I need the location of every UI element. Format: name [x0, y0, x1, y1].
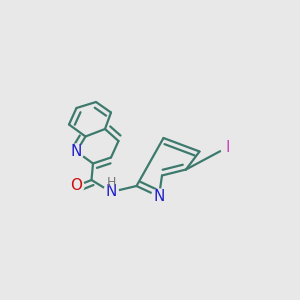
Text: I: I [226, 140, 230, 154]
Circle shape [69, 178, 84, 194]
Text: N: N [153, 189, 165, 204]
Text: N: N [105, 184, 117, 200]
Circle shape [220, 140, 236, 154]
Text: N: N [71, 144, 82, 159]
Circle shape [152, 189, 166, 204]
Circle shape [103, 184, 118, 200]
Text: H: H [106, 176, 116, 190]
Text: O: O [70, 178, 83, 194]
Circle shape [69, 144, 84, 159]
